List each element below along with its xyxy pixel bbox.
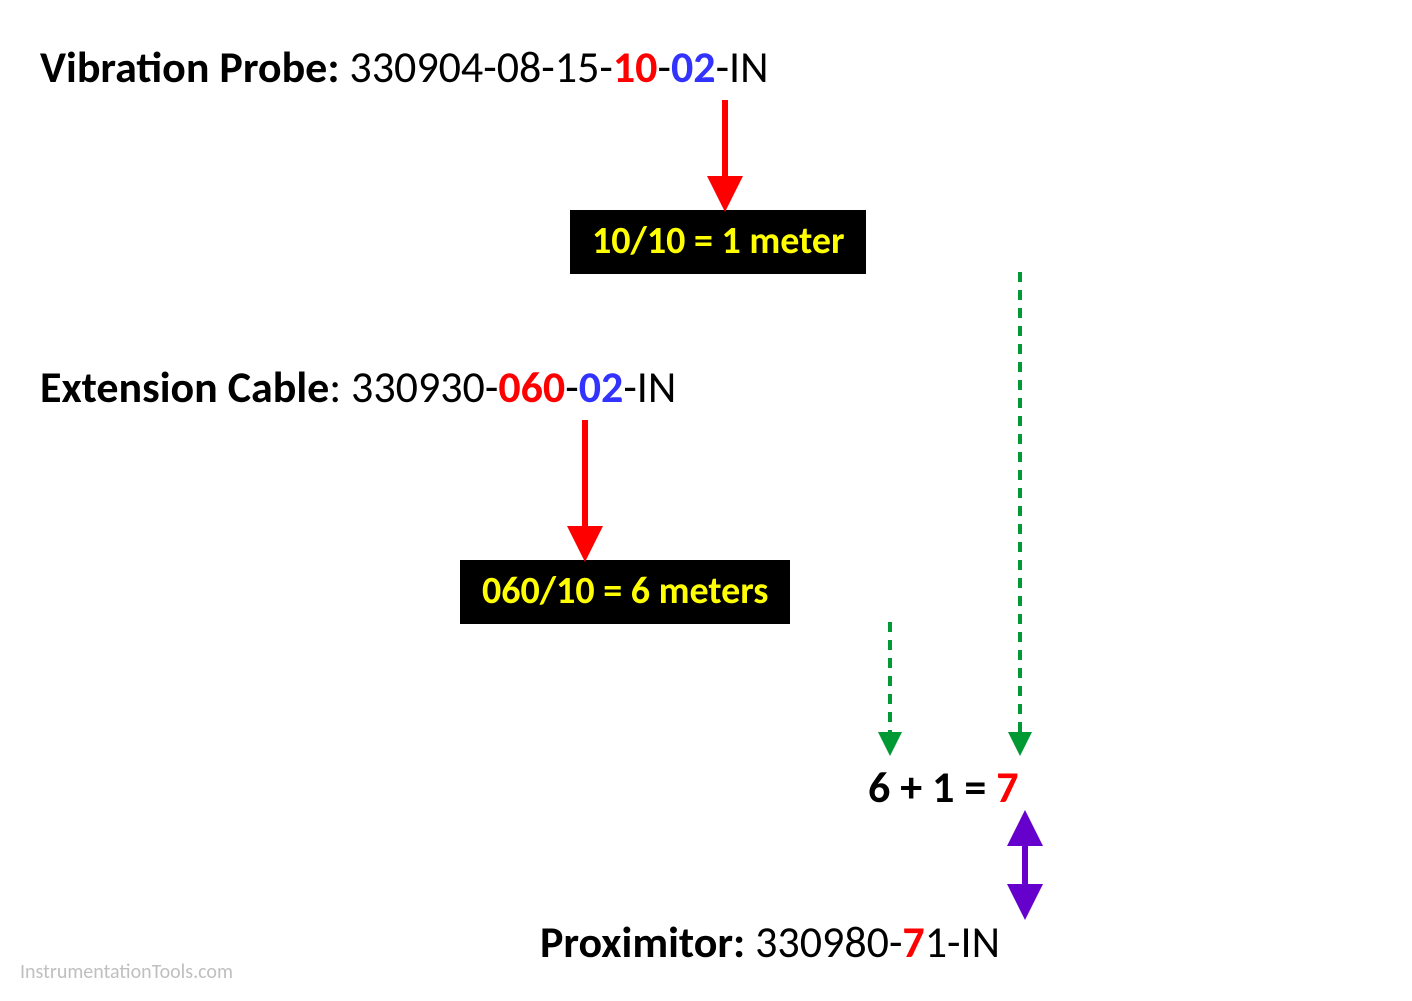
cable-label: Extension Cable: [40, 360, 329, 414]
cable-part-prefix: 330930-: [351, 360, 498, 414]
proximitor-suffix: 1-IN: [925, 915, 1000, 969]
probe-sep1: -: [657, 40, 670, 94]
probe-highlight-10: 10: [613, 40, 658, 94]
sum-text-b: 7: [996, 760, 1018, 814]
proximitor-highlight-7: 7: [902, 915, 924, 969]
probe-label: Vibration Probe:: [40, 40, 339, 94]
probe-highlight-02: 02: [671, 40, 716, 94]
cable-suffix: -IN: [623, 360, 676, 414]
watermark-text: InstrumentationTools.com: [20, 960, 233, 984]
probe-calc-box: 10/10 = 1 meter: [570, 210, 866, 274]
cable-colon: :: [329, 360, 351, 414]
sum-line: 6 + 1 = 7: [868, 760, 1019, 814]
proximitor-label: Proximitor:: [540, 915, 745, 969]
cable-highlight-02: 02: [579, 360, 624, 414]
cable-calc-box: 060/10 = 6 meters: [460, 560, 790, 624]
sum-text-a: 6 + 1 =: [868, 760, 996, 814]
cable-sep1: -: [565, 360, 578, 414]
proximitor-prefix: 330980-: [745, 915, 902, 969]
extension-cable-line: Extension Cable: 330930-060-02-IN: [40, 360, 676, 414]
probe-part-prefix: 330904-08-15-: [339, 40, 612, 94]
vibration-probe-line: Vibration Probe: 330904-08-15-10-02-IN: [40, 40, 769, 94]
arrows-layer: [0, 0, 1412, 1001]
cable-highlight-060: 060: [498, 360, 565, 414]
probe-suffix: -IN: [716, 40, 769, 94]
proximitor-line: Proximitor: 330980-71-IN: [540, 915, 1000, 969]
